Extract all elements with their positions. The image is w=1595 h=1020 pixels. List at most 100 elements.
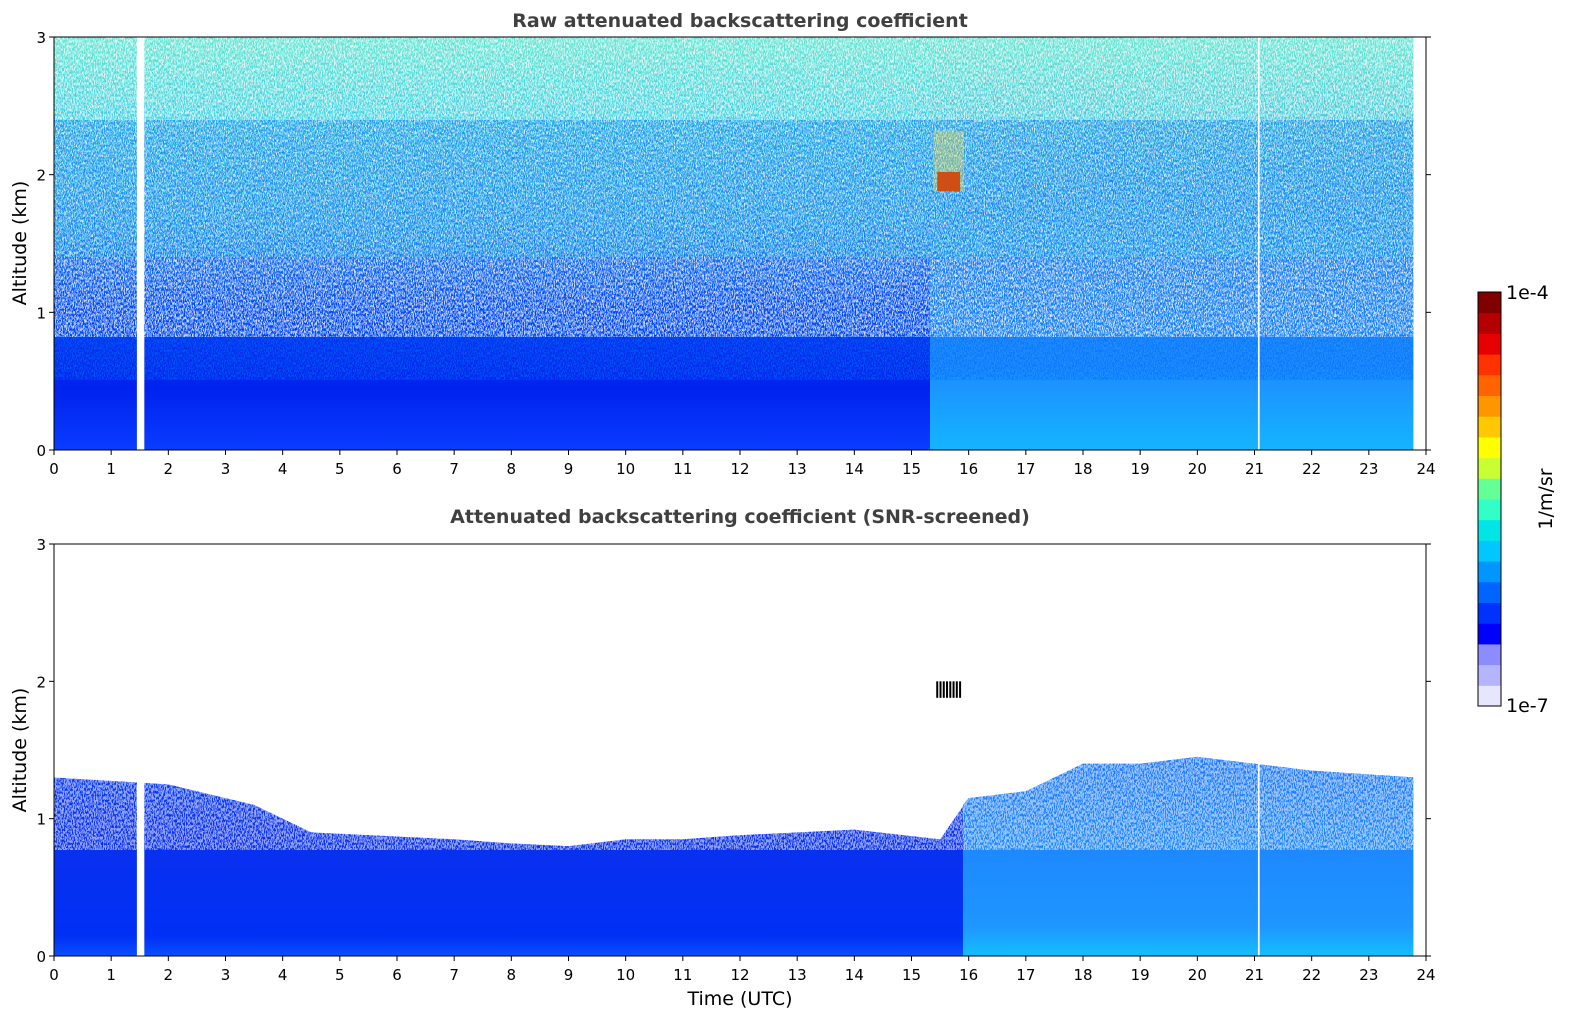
top-x-tick-label: 19 xyxy=(1131,460,1150,478)
top-x-tick-label: 7 xyxy=(449,460,459,478)
bottom-x-tick-label: 4 xyxy=(278,966,288,984)
top-aerosol-feature xyxy=(933,130,965,192)
top-x-tick-label: 5 xyxy=(335,460,345,478)
colorbar-cell xyxy=(1478,623,1501,645)
bottom-y-ticks: 0 1 2 3 xyxy=(36,536,1431,966)
colorbar-cell xyxy=(1478,457,1501,479)
bottom-x-tick-label: 0 xyxy=(49,966,59,984)
bottom-data-gap xyxy=(1413,544,1426,956)
colorbar-cell xyxy=(1478,643,1501,666)
top-y-axis-label: Altitude (km) xyxy=(9,181,31,306)
bottom-x-tick-label: 14 xyxy=(845,966,864,984)
colorbar-cell xyxy=(1478,436,1501,459)
colorbar-min-label: 1e-7 xyxy=(1506,695,1549,717)
bottom-x-tick-label: 19 xyxy=(1131,966,1150,984)
colorbar-cell xyxy=(1478,602,1501,624)
colorbar-frame xyxy=(1477,291,1502,707)
bottom-x-tick-label: 24 xyxy=(1416,966,1435,984)
colorbar-cells xyxy=(1478,292,1501,707)
top-x-tick-label: 15 xyxy=(902,460,921,478)
top-data-gap xyxy=(1413,37,1426,450)
bottom-aerosol-feature xyxy=(936,681,962,698)
top-x-tick-label: 2 xyxy=(164,460,174,478)
bottom-y-tick-label: 0 xyxy=(36,948,46,966)
bottom-x-tick-label: 23 xyxy=(1359,966,1378,984)
colorbar-cell xyxy=(1478,333,1501,355)
bottom-x-tick-label: 13 xyxy=(788,966,807,984)
top-x-tick-label: 17 xyxy=(1016,460,1035,478)
bottom-x-tick-label: 17 xyxy=(1016,966,1035,984)
bottom-x-tick-label: 8 xyxy=(507,966,517,984)
x-axis-label: Time (UTC) xyxy=(686,988,792,1010)
bottom-x-tick-label: 18 xyxy=(1073,966,1092,984)
top-x-tick-label: 18 xyxy=(1073,460,1092,478)
top-panel: Raw attenuated backscattering coefficien… xyxy=(9,10,1436,478)
top-heatmap xyxy=(54,37,1426,450)
bottom-x-tick-label: 7 xyxy=(449,966,459,984)
top-data-gap xyxy=(1257,37,1260,450)
top-y-tick-label: 0 xyxy=(36,442,46,460)
bottom-x-tick-label: 2 xyxy=(164,966,174,984)
colorbar-cell xyxy=(1478,664,1501,686)
top-x-tick-label: 13 xyxy=(788,460,807,478)
colorbar-cell xyxy=(1478,395,1501,417)
colorbar-unit-label: 1/m/sr xyxy=(1535,468,1557,529)
colorbar-cell xyxy=(1478,354,1501,376)
bottom-x-ticks: 0 1 2 3 4 5 6 7 8 9 10 11 12 13 14 15 16 17 18 19 20 21 22 23 24 xyxy=(49,956,1436,984)
bottom-x-tick-label: 10 xyxy=(616,966,635,984)
colorbar-cell xyxy=(1478,540,1501,562)
top-x-tick-label: 0 xyxy=(49,460,59,478)
top-x-tick-label: 1 xyxy=(106,460,116,478)
colorbar-cell xyxy=(1478,374,1501,396)
bottom-x-tick-label: 20 xyxy=(1188,966,1207,984)
top-x-tick-label: 20 xyxy=(1188,460,1207,478)
colorbar-cell xyxy=(1478,292,1501,314)
top-data-gap xyxy=(136,37,145,450)
bottom-x-tick-label: 22 xyxy=(1302,966,1321,984)
bottom-y-axis-label: Altitude (km) xyxy=(9,688,31,813)
colorbar: 1e-4 1e-7 1/m/sr xyxy=(1477,282,1557,717)
colorbar-max-label: 1e-4 xyxy=(1506,282,1549,304)
bottom-data-gap xyxy=(1257,544,1260,956)
top-x-tick-label: 24 xyxy=(1416,460,1435,478)
bottom-y-tick-label: 1 xyxy=(36,811,46,829)
bottom-heatmap xyxy=(54,544,1426,956)
bottom-x-tick-label: 15 xyxy=(902,966,921,984)
top-x-tick-label: 6 xyxy=(392,460,402,478)
bottom-data-gaps xyxy=(136,544,1426,956)
colorbar-cell xyxy=(1478,561,1501,583)
top-x-tick-label: 23 xyxy=(1359,460,1378,478)
bottom-y-tick-label: 2 xyxy=(36,673,46,691)
top-x-tick-label: 16 xyxy=(959,460,978,478)
top-feature-core xyxy=(937,171,961,192)
colorbar-cell xyxy=(1478,312,1501,334)
colorbar-cell xyxy=(1478,478,1501,500)
top-x-tick-label: 8 xyxy=(507,460,517,478)
top-x-tick-label: 22 xyxy=(1302,460,1321,478)
top-x-tick-label: 3 xyxy=(221,460,231,478)
bottom-x-tick-label: 9 xyxy=(564,966,574,984)
bottom-data-gap xyxy=(136,544,145,956)
bottom-x-tick-label: 6 xyxy=(392,966,402,984)
top-y-tick-label: 3 xyxy=(36,29,46,47)
bottom-x-tick-label: 21 xyxy=(1245,966,1264,984)
bottom-x-tick-label: 12 xyxy=(730,966,749,984)
top-x-ticks: 0 1 2 3 4 5 6 7 8 9 10 11 12 13 14 15 16 17 18 19 20 21 22 23 24 xyxy=(49,450,1436,478)
colorbar-cell xyxy=(1478,416,1501,438)
top-x-tick-label: 12 xyxy=(730,460,749,478)
top-x-tick-label: 14 xyxy=(845,460,864,478)
bottom-y-tick-label: 3 xyxy=(36,536,46,554)
top-panel-title: Raw attenuated backscattering coefficien… xyxy=(512,10,968,32)
colorbar-cell xyxy=(1478,499,1501,521)
colorbar-cell xyxy=(1478,581,1501,603)
colorbar-cell xyxy=(1478,685,1501,707)
colorbar-cell xyxy=(1478,519,1501,541)
top-y-ticks: 0 1 2 3 xyxy=(36,29,1431,460)
bottom-x-tick-label: 1 xyxy=(106,966,116,984)
bottom-x-tick-label: 16 xyxy=(959,966,978,984)
top-x-tick-label: 21 xyxy=(1245,460,1264,478)
top-x-tick-label: 4 xyxy=(278,460,288,478)
bottom-panel: Attenuated backscattering coefficient (S… xyxy=(9,506,1436,1010)
top-x-tick-label: 9 xyxy=(564,460,574,478)
